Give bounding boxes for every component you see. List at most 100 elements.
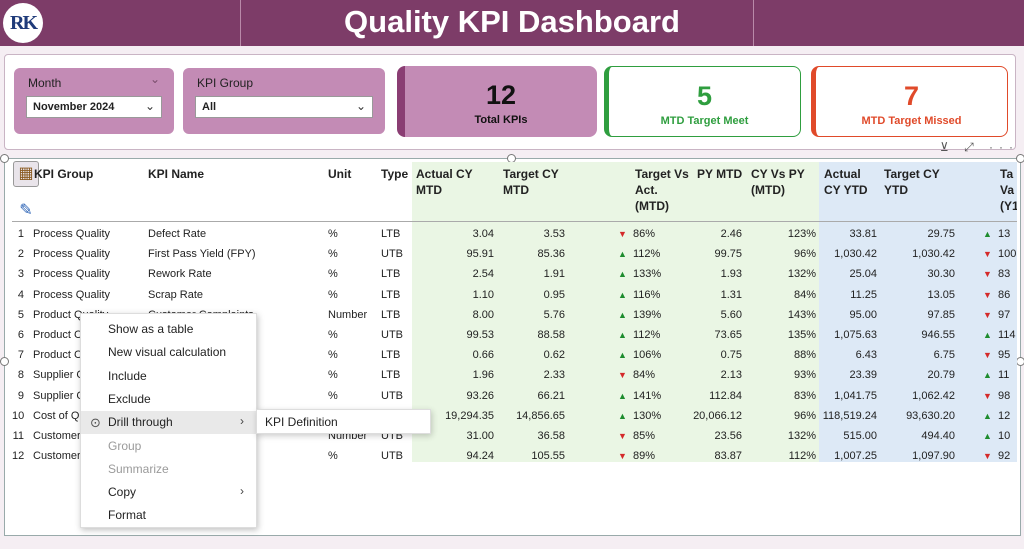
table-row[interactable]: 3 Process Quality Rework Rate% LTB 2.54 1.91 ▲… [12, 264, 1017, 284]
menu-item-include[interactable]: Include [81, 365, 256, 388]
table-icon[interactable]: ▦ [13, 161, 39, 187]
cell-act: 93.26 [466, 389, 494, 402]
mtd-column-band [412, 162, 819, 462]
table-row[interactable]: 10 Cost of Qu 19,294.35 14,856.65 ▲ 130% 20,06… [12, 406, 1017, 426]
cell-unit: % [328, 288, 338, 301]
submenu-kpi-definition[interactable]: KPI Definition [256, 409, 431, 434]
cell-name: Rework Rate [148, 268, 212, 281]
header-actual-cy-ytd[interactable]: Actual CY YTD [824, 167, 868, 197]
cell-tva2: 100 [998, 248, 1016, 261]
cell-aytd: 515.00 [843, 430, 877, 442]
header-unit[interactable]: Unit [328, 167, 352, 181]
mtd-meet-value: 5 [696, 81, 713, 111]
cell-aytd: 1,041.75 [834, 389, 877, 402]
cell-tva2: 92 [998, 450, 1011, 463]
menu-item-show-as-a-table[interactable]: Show as a table [81, 318, 256, 341]
cell-act: 19,294.35 [445, 409, 494, 422]
chevron-down-icon[interactable]: ⌄ [149, 72, 160, 86]
kpi-group-slicer: KPI Group All ⌄ [183, 68, 385, 134]
header-py-mtd[interactable]: PY MTD [697, 167, 743, 181]
cell-tva: 116% [633, 288, 661, 301]
cell-py: 83.87 [714, 450, 742, 463]
visual-header-tools[interactable]: ⊻ ⤢ ··· [940, 140, 1020, 154]
cell-aytd: 1,007.25 [834, 450, 877, 463]
header-target-vs-act-mtd[interactable]: Target Vs Act. (MTD) [635, 167, 689, 213]
kpi-group-dropdown[interactable]: All ⌄ [195, 96, 373, 118]
table-row[interactable]: 8 Supplier C% LTB 1.96 2.33 ▼ 84% 2.13 93% 23.39 2… [12, 365, 1017, 385]
cell-tva2: 12 [998, 409, 1011, 422]
menu-item-label: New visual calculation [108, 345, 227, 360]
cell-tgt: 14,856.65 [516, 409, 565, 422]
mtd-target-missed-card: 7 MTD Target Missed [811, 66, 1008, 137]
resize-handle[interactable] [0, 154, 9, 163]
format-brush-icon[interactable]: ✎ [19, 202, 33, 219]
cell-py: 20,066.12 [693, 409, 742, 422]
chevron-right-icon: › [240, 484, 244, 499]
chevron-right-icon: › [240, 414, 244, 429]
cell-n: 11 [12, 430, 24, 442]
up-arrow-icon: ▲ [618, 330, 627, 340]
cell-group: Supplier C [33, 369, 85, 382]
menu-item-label: Copy [108, 485, 137, 500]
table-row[interactable]: 4 Process Quality Scrap Rate% LTB 1.10 0.95 ▲ 1… [12, 285, 1017, 305]
menu-item-drill-through[interactable]: Drill through ⊙ › [81, 411, 256, 435]
cell-unit: % [328, 329, 338, 341]
menu-item-label: Summarize [108, 461, 169, 476]
mtd-target-meet-card: 5 MTD Target Meet [604, 66, 801, 137]
cell-name: Defect Rate [148, 228, 207, 240]
cell-py: 73.65 [714, 329, 742, 341]
header-target-cy-mtd[interactable]: Target CY MTD [503, 167, 559, 197]
cell-aytd: 1,030.42 [834, 248, 877, 261]
header-kpi-name[interactable]: KPI Name [148, 167, 205, 181]
mtd-meet-label: MTD Target Meet [660, 115, 749, 127]
cell-unit: % [328, 349, 338, 362]
menu-item-label: Format [108, 508, 147, 523]
header-actual-cy-mtd[interactable]: Actual CY MTD [416, 167, 473, 197]
context-menu: Show as a table New visual calculation Inc… [80, 313, 257, 528]
header-bar: RK Quality KPI Dashboard [0, 0, 1024, 46]
cell-act: 1.96 [472, 369, 494, 382]
table-row[interactable]: 7 Product C% LTB 0.66 0.62 ▲ 106% 0.75 88% 6.43 6.… [12, 345, 1017, 365]
cell-type: UTB [381, 248, 403, 261]
cell-tytd: 93,630.20 [906, 409, 955, 422]
cell-n: 2 [17, 248, 24, 261]
table-row[interactable]: 2 Process Quality First Pass Yield (FPY)% U… [12, 244, 1017, 264]
kpi-group-value: All [202, 101, 217, 113]
cell-tgt: 85.36 [537, 248, 565, 261]
company-logo: RK [3, 3, 43, 43]
header-kpi-group[interactable]: KPI Group [34, 167, 94, 181]
menu-item-copy[interactable]: Copy › [81, 481, 256, 504]
cell-cvp: 96% [793, 248, 816, 261]
cell-tgt: 105.55 [531, 450, 565, 463]
menu-item-new-visual-calculation[interactable]: New visual calculation [81, 341, 256, 364]
cell-tytd: 1,097.90 [912, 450, 955, 463]
kpi-group-slicer-label: KPI Group [197, 76, 254, 90]
month-dropdown[interactable]: November 2024 ⌄ [26, 96, 162, 118]
cell-tytd: 946.55 [921, 329, 955, 341]
cell-tgt: 36.58 [537, 430, 565, 442]
table-row[interactable]: 6 Product C% UTB 99.53 88.58 ▲ 112% 73.65 135% 1,… [12, 325, 1017, 345]
cell-act: 31.00 [466, 430, 494, 442]
table-row[interactable]: 1 Process Quality Defect Rate% LTB 3.04 3.53 ▼… [12, 224, 1017, 244]
cell-group: Product C [33, 329, 82, 341]
header-target-cy-ytd[interactable]: Target CY YTD [884, 167, 940, 197]
header-type[interactable]: Type [381, 167, 409, 181]
resize-handle[interactable] [1016, 154, 1024, 163]
cell-group: Process Quality [33, 288, 111, 301]
up-arrow-icon: ▲ [983, 229, 992, 239]
header-target-vs-act-ytd[interactable]: Ta Va (Y1 [1000, 167, 1017, 213]
cell-tytd: 97.85 [927, 308, 955, 321]
cell-group: Customer [33, 430, 81, 442]
resize-handle[interactable] [0, 357, 9, 366]
month-slicer-label: Month [28, 76, 62, 90]
cell-aytd: 95.00 [849, 308, 877, 321]
menu-item-format[interactable]: Format [81, 504, 256, 527]
cell-cvp: 132% [787, 430, 816, 442]
cell-py: 0.75 [720, 349, 742, 362]
menu-item-exclude[interactable]: Exclude [81, 388, 256, 411]
resize-handle[interactable] [1016, 357, 1024, 366]
header-cy-vs-py-mtd[interactable]: CY Vs PY (MTD) [751, 167, 805, 197]
cell-cvp: 132% [787, 268, 816, 281]
cell-type: LTB [381, 288, 401, 301]
cell-unit: Number [328, 308, 368, 321]
